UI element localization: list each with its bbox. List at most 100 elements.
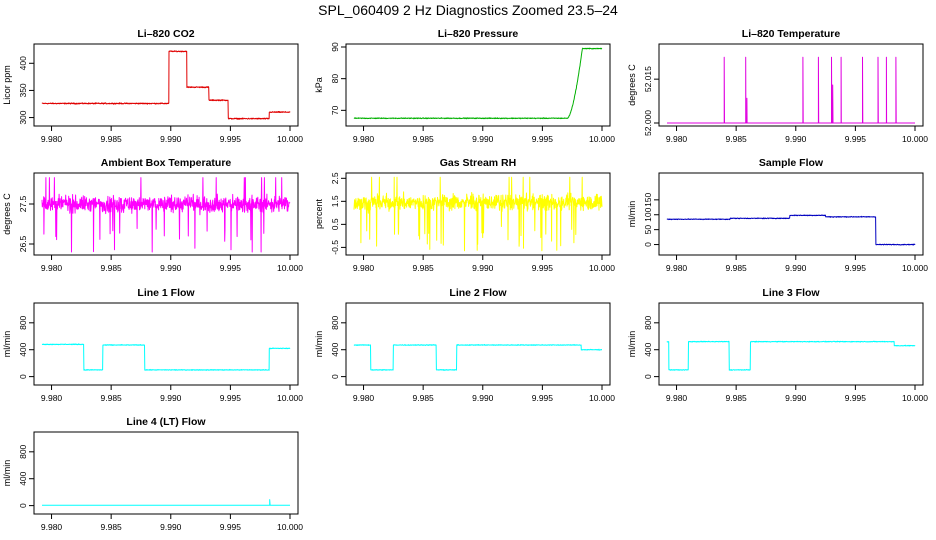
- chart-panel-line-4-lt-flow: Line 4 (LT) Flow ml/min 9.980 9.985 9.990 9.9…: [2, 416, 303, 532]
- x-tick-label: 9.990: [785, 263, 807, 273]
- x-tick-label: 9.980: [353, 393, 375, 403]
- y-axis-label: ml/min: [627, 201, 637, 228]
- x-tick-label: 9.995: [532, 134, 554, 144]
- chart-panel-line-1-flow: Line 1 Flow ml/min 9.980 9.985 9.990 9.995 10.…: [2, 287, 303, 403]
- y-tick-label: 400: [643, 342, 653, 356]
- y-tick-label: 0: [643, 242, 653, 247]
- plot-frame: [345, 172, 611, 256]
- x-tick-label: 9.985: [413, 393, 435, 403]
- y-tick-label: 150: [643, 192, 653, 206]
- x-tick-label: 9.980: [41, 522, 63, 532]
- chart-title: Li–820 CO2: [137, 28, 194, 40]
- x-tick-label: 10.000: [589, 393, 615, 403]
- x-tick-label: 9.990: [472, 263, 494, 273]
- y-tick-label: -0.5: [330, 240, 340, 255]
- data-series-line: [353, 176, 603, 252]
- chart-panel-line-3-flow: Line 3 Flow ml/min 9.980 9.985 9.990 9.995 10.…: [627, 287, 928, 403]
- data-series-line: [41, 499, 291, 506]
- x-tick-label: 9.995: [845, 134, 867, 144]
- y-axis-label: degrees C: [2, 193, 12, 235]
- y-tick-label: 300: [18, 110, 28, 124]
- chart-panel-co2: Li–820 CO2 Licor ppm 9.980 9.985 9.990 9.995 1…: [2, 28, 303, 144]
- chart-panel-sample-flow: Sample Flow ml/min 9.980 9.985 9.990 9.995 10.…: [627, 157, 928, 273]
- plot-frame: [345, 43, 611, 127]
- plot-frame: [33, 172, 299, 256]
- y-tick-label: 0: [330, 374, 340, 379]
- chart-title: Li–820 Temperature: [742, 28, 841, 40]
- chart-title: Line 2 Flow: [449, 287, 507, 299]
- x-tick-label: 9.980: [666, 393, 688, 403]
- plot-frame: [33, 302, 299, 386]
- x-tick-label: 9.995: [532, 393, 554, 403]
- y-axis-label: ml/min: [627, 331, 637, 358]
- x-tick-label: 10.000: [277, 522, 303, 532]
- plot-frame: [33, 43, 299, 127]
- x-tick-label: 9.980: [666, 263, 688, 273]
- x-tick-label: 9.985: [101, 393, 123, 403]
- chart-panel-line-2-flow: Line 2 Flow ml/min 9.980 9.985 9.990 9.995 10.…: [314, 287, 615, 403]
- y-tick-label: 800: [18, 315, 28, 329]
- y-tick-label: 52.000: [643, 110, 653, 136]
- data-series-line: [41, 343, 291, 371]
- y-tick-label: 50: [643, 225, 653, 235]
- x-tick-label: 9.985: [101, 134, 123, 144]
- x-tick-label: 9.980: [41, 134, 63, 144]
- chart-panel-ambient-box-temperature: Ambient Box Temperature degrees C 9.980 9.9…: [2, 157, 303, 273]
- chart-panel-gas-stream-rh: Gas Stream RH percent 9.980 9.985 9.990 9.995…: [314, 157, 615, 273]
- y-tick-label: 80: [330, 74, 340, 84]
- chart-panel-temperature: Li–820 Temperature degrees C 9.980 9.985 9.9…: [627, 28, 928, 144]
- x-tick-label: 9.995: [845, 263, 867, 273]
- x-tick-label: 9.990: [472, 134, 494, 144]
- y-tick-label: 0.5: [330, 218, 340, 230]
- y-axis-label: ml/min: [2, 460, 12, 487]
- x-tick-label: 10.000: [277, 134, 303, 144]
- x-tick-label: 9.985: [726, 393, 748, 403]
- x-tick-label: 10.000: [589, 263, 615, 273]
- y-tick-label: 70: [330, 105, 340, 115]
- x-tick-label: 10.000: [902, 134, 928, 144]
- x-tick-label: 9.995: [220, 522, 242, 532]
- x-tick-label: 10.000: [902, 263, 928, 273]
- x-tick-label: 9.985: [413, 134, 435, 144]
- x-tick-label: 9.985: [726, 134, 748, 144]
- y-tick-label: 90: [330, 42, 340, 52]
- y-tick-label: 800: [18, 444, 28, 458]
- x-tick-label: 9.980: [353, 134, 375, 144]
- x-tick-label: 9.985: [726, 263, 748, 273]
- x-tick-label: 9.985: [101, 263, 123, 273]
- x-tick-label: 9.995: [532, 263, 554, 273]
- x-tick-label: 9.995: [220, 393, 242, 403]
- y-axis-label: ml/min: [2, 331, 12, 358]
- y-tick-label: 0: [18, 503, 28, 508]
- data-series-line: [666, 340, 916, 371]
- x-tick-label: 9.980: [41, 263, 63, 273]
- chart-title: Li–820 Pressure: [438, 28, 519, 40]
- chart-title: Line 1 Flow: [137, 287, 195, 299]
- plot-frame: [658, 302, 924, 386]
- y-axis-label: Licor ppm: [2, 65, 12, 105]
- x-tick-label: 9.990: [785, 134, 807, 144]
- chart-title: Sample Flow: [759, 157, 824, 169]
- chart-panel-pressure: Li–820 Pressure kPa 9.980 9.985 9.990 9.995 10…: [314, 28, 615, 144]
- y-tick-label: 52.015: [643, 66, 653, 92]
- data-series-line: [353, 344, 603, 371]
- y-tick-label: 400: [18, 342, 28, 356]
- y-tick-label: 27.5: [18, 195, 28, 212]
- data-series-line: [41, 50, 291, 120]
- y-axis-label: degrees C: [627, 64, 637, 106]
- figure-title: SPL_060409 2 Hz Diagnostics Zoomed 23.5–…: [318, 2, 618, 18]
- data-series-line: [41, 177, 291, 253]
- y-tick-label: 26.5: [18, 235, 28, 252]
- x-tick-label: 10.000: [902, 393, 928, 403]
- y-axis-label: percent: [314, 198, 324, 229]
- y-tick-label: 350: [18, 83, 28, 97]
- data-series-line: [666, 214, 916, 246]
- chart-title: Line 4 (LT) Flow: [126, 416, 206, 428]
- x-tick-label: 9.990: [785, 393, 807, 403]
- y-tick-label: 1.5: [330, 195, 340, 207]
- x-tick-label: 10.000: [589, 134, 615, 144]
- y-tick-label: 400: [330, 342, 340, 356]
- x-tick-label: 10.000: [277, 263, 303, 273]
